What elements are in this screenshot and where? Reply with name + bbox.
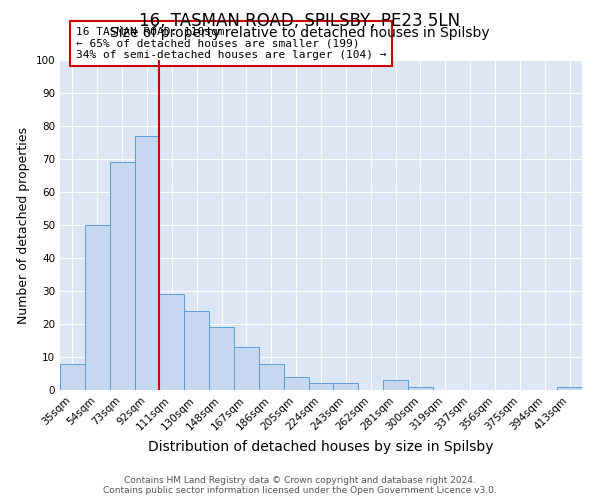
Bar (134, 136, 160, 390)
Bar (383, 380, 408, 390)
Text: 16 TASMAN ROAD: 110sqm
← 65% of detached houses are smaller (199)
34% of semi-de: 16 TASMAN ROAD: 110sqm ← 65% of detached… (76, 27, 386, 60)
Text: Contains HM Land Registry data © Crown copyright and database right 2024.: Contains HM Land Registry data © Crown c… (124, 476, 476, 485)
Bar (284, 377, 308, 390)
Text: Size of property relative to detached houses in Spilsby: Size of property relative to detached ho… (110, 26, 490, 40)
Text: Contains public sector information licensed under the Open Government Licence v3: Contains public sector information licen… (103, 486, 497, 495)
Bar (234, 347, 259, 390)
Bar (308, 384, 334, 390)
Bar (259, 364, 284, 390)
Bar (408, 386, 433, 390)
Bar (334, 384, 358, 390)
Bar (110, 162, 134, 390)
Y-axis label: Number of detached properties: Number of detached properties (17, 126, 30, 324)
Bar (60, 364, 85, 390)
Bar (160, 294, 184, 390)
Bar (209, 328, 234, 390)
Bar (85, 225, 110, 390)
Bar (184, 311, 209, 390)
Text: 16, TASMAN ROAD, SPILSBY, PE23 5LN: 16, TASMAN ROAD, SPILSBY, PE23 5LN (139, 12, 461, 30)
Bar (557, 386, 582, 390)
X-axis label: Distribution of detached houses by size in Spilsby: Distribution of detached houses by size … (148, 440, 494, 454)
